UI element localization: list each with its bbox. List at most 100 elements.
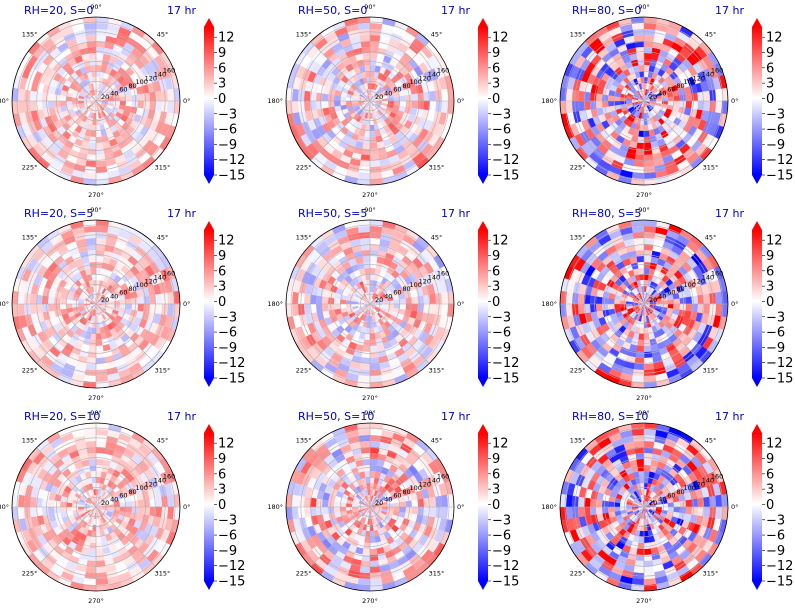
heatmap-cell xyxy=(673,95,680,101)
colorbar-tick-label: 0 xyxy=(766,92,774,107)
panel-title: RH=80, S=5 xyxy=(572,207,641,220)
angle-tick-label: 270° xyxy=(88,191,104,199)
heatmap-cell xyxy=(78,305,85,310)
heatmap-cell xyxy=(326,62,337,73)
heatmap-cell xyxy=(668,144,680,155)
heatmap-cell xyxy=(355,108,362,114)
heatmap-cell xyxy=(441,291,449,304)
heatmap-cell xyxy=(105,35,117,44)
radial-tick-label: 40 xyxy=(384,495,392,503)
heatmap-cell xyxy=(357,99,365,102)
heatmap-cell xyxy=(432,78,442,91)
heatmap-cell xyxy=(90,99,96,101)
heatmap-cell xyxy=(80,106,87,112)
heatmap-cell xyxy=(141,235,156,249)
heatmap-cell xyxy=(643,40,654,48)
heatmap-cell xyxy=(389,134,399,144)
heatmap-cell xyxy=(60,26,74,37)
heatmap-cell xyxy=(687,65,698,77)
heatmap-cell xyxy=(120,144,132,155)
heatmap-cell xyxy=(369,255,378,263)
heatmap-cell xyxy=(364,106,369,113)
heatmap-cell xyxy=(626,92,634,98)
heatmap-cell xyxy=(381,95,388,100)
heatmap-cell xyxy=(90,106,95,113)
heatmap-cell xyxy=(21,339,34,354)
heatmap-cell xyxy=(23,89,31,102)
heatmap-cell xyxy=(370,101,374,107)
heatmap-cell xyxy=(623,158,635,167)
heatmap-cell xyxy=(84,102,91,107)
heatmap-cell xyxy=(633,110,639,118)
heatmap-cell xyxy=(130,87,138,96)
heatmap-cell xyxy=(71,252,82,262)
heatmap-cell xyxy=(75,361,87,370)
angle-tick-label: 315° xyxy=(703,366,719,374)
heatmap-cell xyxy=(638,101,644,105)
heatmap-cell xyxy=(379,106,387,112)
heatmap-cell xyxy=(85,85,91,92)
heatmap-cell xyxy=(429,90,436,101)
heatmap-cell xyxy=(106,81,113,89)
heatmap-cell xyxy=(99,286,105,294)
heatmap-cell xyxy=(107,61,116,69)
heatmap-cell xyxy=(24,111,34,124)
heatmap-cell xyxy=(346,296,353,302)
heatmap-cell xyxy=(361,105,367,111)
heatmap-cell xyxy=(109,341,118,350)
heatmap-cell xyxy=(364,315,369,322)
heatmap-cell xyxy=(16,328,27,343)
colorbar-max-extension xyxy=(204,424,214,433)
heatmap-cell xyxy=(640,95,644,101)
heatmap-cell xyxy=(321,122,332,133)
heatmap-cell xyxy=(626,102,633,107)
heatmap-cell xyxy=(370,154,380,161)
heatmap-cell xyxy=(131,26,146,38)
heatmap-cell xyxy=(713,124,724,140)
heatmap-cell xyxy=(367,101,370,107)
heatmap-cell xyxy=(597,31,612,43)
heatmap-cell xyxy=(23,101,31,113)
radial-tick-label: 40 xyxy=(658,89,666,97)
heatmap-cell xyxy=(351,301,359,305)
heatmap-cell xyxy=(642,101,644,107)
heatmap-cell xyxy=(352,284,360,292)
heatmap-cell xyxy=(95,22,109,30)
heatmap-cell xyxy=(386,90,393,96)
heatmap-cell xyxy=(95,58,103,66)
heatmap-cell xyxy=(320,26,335,39)
angular-gridline xyxy=(36,100,97,161)
heatmap-cell xyxy=(41,295,49,305)
heatmap-cell xyxy=(428,133,440,147)
heatmap-cell xyxy=(129,332,140,343)
angle-tick-label: 315° xyxy=(703,163,719,171)
angular-gridline xyxy=(95,41,156,102)
heatmap-cell xyxy=(402,112,410,121)
heatmap-cell xyxy=(337,159,350,170)
heatmap-cell xyxy=(131,303,139,311)
heatmap-cell xyxy=(60,229,74,240)
heatmap-cell xyxy=(155,303,163,315)
heatmap-cell xyxy=(604,81,612,90)
heatmap-cell xyxy=(53,94,61,102)
heatmap-cell xyxy=(297,89,305,102)
heatmap-cell xyxy=(612,52,623,63)
heatmap-cell xyxy=(624,111,632,119)
colorbar-tick-label: −12 xyxy=(218,559,245,574)
heatmap-cell xyxy=(97,106,102,113)
heatmap-cell xyxy=(655,102,662,107)
heatmap-cell xyxy=(602,106,610,115)
angle-tick-label: 180° xyxy=(541,300,557,308)
heatmap-cell xyxy=(344,71,353,80)
heatmap-cell xyxy=(423,58,435,71)
heatmap-cell xyxy=(314,151,328,165)
heatmap-cell xyxy=(74,341,84,350)
heatmap-cell xyxy=(158,78,168,91)
colorbar-max-extension xyxy=(478,221,488,230)
heatmap-cell xyxy=(351,101,359,104)
heatmap-cell xyxy=(81,282,88,290)
heatmap-cell xyxy=(42,328,53,340)
heatmap-cell xyxy=(381,298,388,303)
heatmap-cell xyxy=(611,32,624,43)
heatmap-cell xyxy=(384,86,392,93)
